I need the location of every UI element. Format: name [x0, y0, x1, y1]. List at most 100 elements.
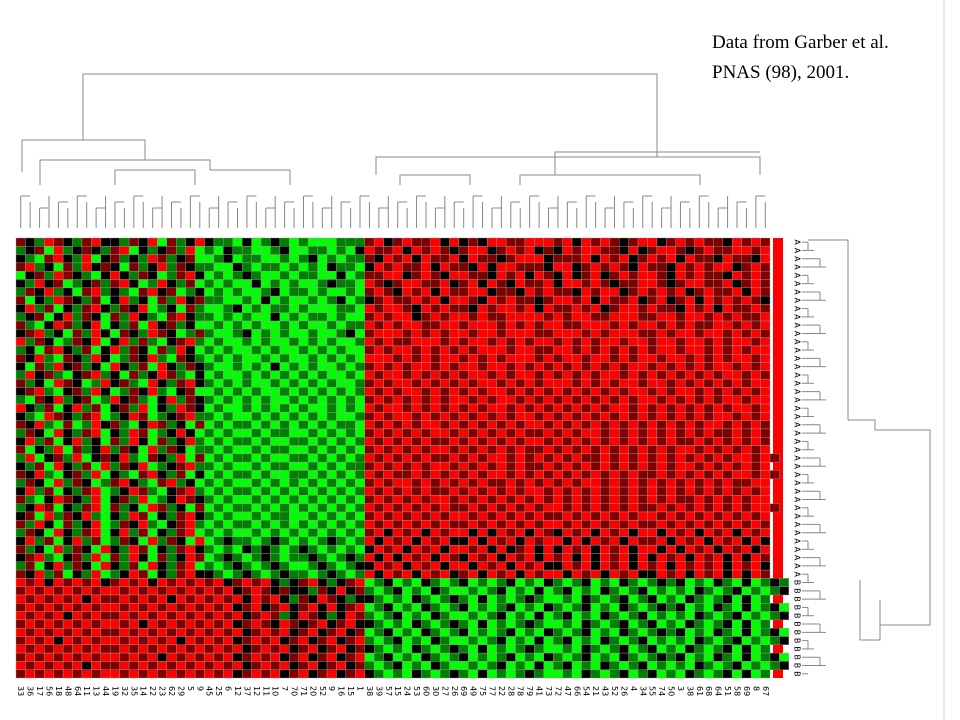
heatmap-cell	[392, 636, 403, 645]
heatmap-cell	[750, 320, 761, 330]
heatmap-cell	[637, 661, 648, 670]
heatmap-cell	[15, 403, 26, 413]
heatmap-cell	[609, 271, 620, 280]
heatmap-cell	[675, 661, 686, 670]
heatmap-cell	[449, 578, 460, 587]
heatmap-cell	[609, 395, 620, 405]
heatmap-cell	[684, 254, 695, 264]
heatmap-cell	[750, 345, 761, 355]
heatmap-cell	[119, 495, 130, 504]
heatmap-cell	[760, 636, 771, 645]
heatmap-cell	[44, 511, 54, 521]
heatmap-cell	[458, 503, 469, 513]
heatmap-cell	[477, 627, 488, 637]
heatmap-cell	[307, 569, 318, 579]
heatmap-cell	[232, 661, 243, 670]
heatmap-cell	[62, 246, 73, 255]
heatmap-cell	[505, 395, 516, 405]
heatmap-cell	[166, 246, 177, 255]
heatmap-cell	[270, 461, 281, 471]
heatmap-cell	[684, 652, 695, 662]
heatmap-cell	[496, 362, 507, 372]
heatmap-cell	[392, 420, 403, 430]
heatmap-cell	[524, 578, 535, 587]
heatmap-cell	[496, 295, 507, 305]
heatmap-cell	[590, 295, 601, 305]
row-label: A	[793, 389, 802, 395]
heatmap-cell	[581, 636, 592, 645]
heatmap-cell	[15, 420, 26, 430]
heatmap-cell	[439, 470, 450, 479]
heatmap-cell	[571, 237, 582, 247]
heatmap-cell	[25, 295, 36, 305]
heatmap-cell	[204, 495, 215, 504]
heatmap-cell	[675, 536, 686, 546]
heatmap-cell	[345, 511, 356, 521]
heatmap-cell	[34, 644, 45, 654]
heatmap-cell	[298, 486, 309, 496]
heatmap-cell	[260, 445, 271, 455]
heatmap-cell	[684, 453, 695, 463]
heatmap-cell	[279, 370, 290, 380]
heatmap-cell	[62, 669, 73, 679]
heatmap-cell	[251, 553, 262, 562]
heatmap-cell	[430, 669, 441, 679]
heatmap-cell	[81, 569, 92, 579]
heatmap-cell	[166, 495, 177, 504]
heatmap-cell	[581, 329, 592, 338]
heatmap-cell	[355, 661, 365, 670]
heatmap-cell	[543, 569, 554, 579]
heatmap-cell	[176, 636, 186, 645]
heatmap-cell	[157, 271, 168, 280]
heatmap-cell	[515, 652, 526, 662]
column-label: 69	[742, 686, 751, 696]
heatmap-cell	[421, 652, 431, 662]
heatmap-cell	[392, 478, 403, 488]
heatmap-cell	[524, 644, 535, 654]
heatmap-cell	[543, 320, 554, 330]
heatmap-cell	[722, 337, 733, 347]
heatmap-cell	[722, 619, 733, 629]
heatmap-cell	[91, 312, 102, 322]
heatmap-cell	[515, 304, 526, 313]
heatmap-cell	[157, 636, 168, 645]
heatmap-cell	[496, 553, 507, 562]
heatmap-cell	[289, 536, 299, 546]
heatmap-cell	[524, 362, 535, 372]
heatmap-cell	[496, 627, 507, 637]
heatmap-cell	[72, 271, 83, 280]
heatmap-cell	[289, 461, 299, 471]
heatmap-cell	[619, 345, 629, 355]
heatmap-cell	[166, 437, 177, 446]
heatmap-cell	[703, 262, 714, 272]
heatmap-cell	[44, 495, 54, 504]
column-label: 23	[158, 686, 167, 696]
heatmap-cell	[609, 495, 620, 504]
heatmap-cell	[345, 329, 356, 338]
heatmap-cell	[515, 370, 526, 380]
heatmap-cell	[675, 445, 686, 455]
heatmap-cell	[647, 362, 658, 372]
heatmap-cell	[383, 594, 394, 604]
heatmap-cell	[392, 619, 403, 629]
heatmap-cell	[147, 536, 158, 546]
heatmap-cell	[176, 262, 186, 272]
heatmap-cell	[298, 503, 309, 513]
column-label: 37	[242, 686, 251, 696]
heatmap-cell	[383, 636, 394, 645]
heatmap-cell	[666, 337, 676, 347]
heatmap-cell	[656, 611, 667, 621]
heatmap-cell	[411, 520, 422, 529]
heatmap-cell	[15, 237, 26, 247]
heatmap-cell	[317, 445, 328, 455]
column-label: 52	[610, 686, 619, 696]
heatmap-cell	[270, 320, 281, 330]
heatmap-cell	[722, 271, 733, 280]
heatmap-cell	[553, 661, 563, 670]
heatmap-cell	[732, 287, 742, 297]
heatmap-cell	[421, 553, 431, 562]
heatmap-cell	[439, 461, 450, 471]
heatmap-cell	[411, 561, 422, 571]
heatmap-cell	[373, 578, 384, 587]
heatmap-cell	[553, 370, 563, 380]
